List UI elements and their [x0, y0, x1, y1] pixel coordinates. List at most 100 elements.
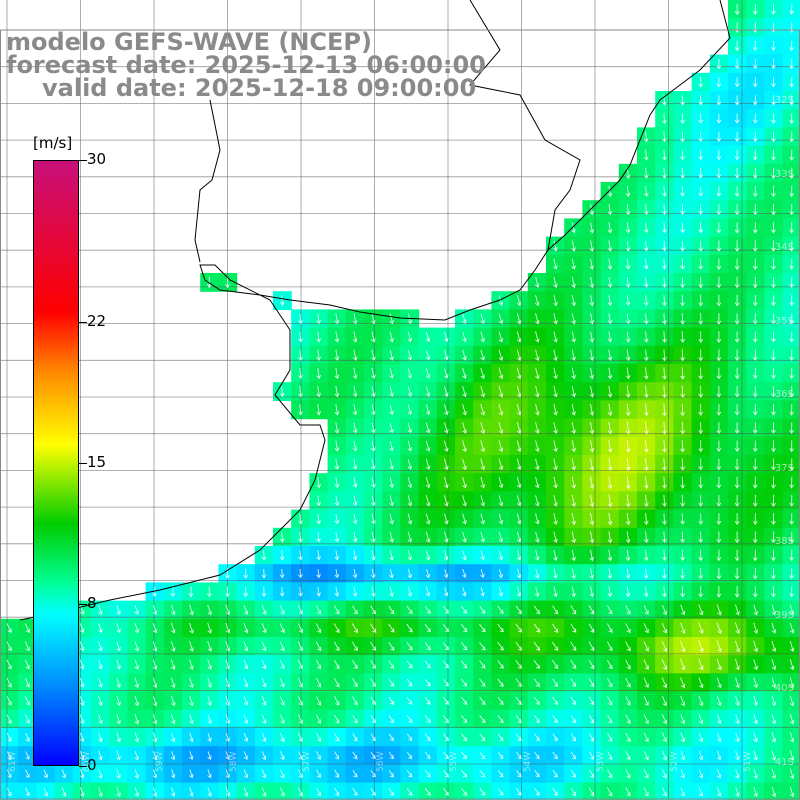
wind-arrow [643, 641, 649, 652]
wind-arrow [716, 440, 722, 453]
wind-arrow [643, 349, 649, 362]
wind-arrow [789, 349, 795, 361]
wind-arrow [462, 404, 467, 416]
wind-arrow [662, 787, 667, 797]
wind-arrow [189, 714, 194, 725]
wind-arrow [515, 641, 523, 651]
wind-arrow [444, 386, 449, 397]
wind-arrow [643, 258, 649, 270]
wind-arrow [370, 733, 376, 742]
wind-arrow [698, 131, 704, 143]
wind-arrow [662, 732, 667, 743]
wind-arrow [170, 732, 176, 743]
wind-arrow [553, 349, 558, 361]
wind-arrow [625, 769, 631, 779]
wind-arrow [225, 714, 230, 724]
wind-arrow [662, 513, 667, 525]
wind-arrow [698, 750, 704, 761]
wind-arrow [625, 659, 631, 670]
wind-arrow [625, 385, 631, 398]
wind-arrow [24, 677, 30, 688]
wind-arrow [734, 3, 740, 16]
wind-arrow [425, 404, 431, 416]
wind-arrow [24, 641, 30, 652]
wind-arrow [315, 696, 322, 706]
wind-arrow [407, 349, 413, 361]
wind-arrow [462, 569, 467, 579]
wind-arrow [607, 659, 613, 670]
wind-arrow [552, 678, 559, 687]
wind-arrow [698, 240, 704, 252]
wind-arrow [515, 715, 522, 724]
wind-cell [782, 746, 800, 765]
wind-arrow [680, 750, 685, 761]
wind-arrow [533, 605, 541, 615]
wind-arrow [698, 258, 704, 270]
wind-arrow [352, 586, 358, 597]
wind-arrow [680, 403, 685, 417]
wind-arrow [479, 788, 486, 796]
wind-cell [782, 709, 800, 729]
wind-arrow [497, 788, 504, 796]
wind-arrow [134, 786, 139, 798]
wind-arrow [698, 549, 704, 562]
wind-arrow [170, 769, 176, 779]
wind-arrow [316, 550, 321, 561]
wind-arrow [698, 186, 704, 197]
wind-arrow [371, 477, 376, 488]
wind-arrow [206, 586, 212, 598]
wind-arrow [298, 404, 303, 416]
wind-arrow [698, 294, 704, 307]
wind-arrow [752, 222, 758, 234]
wind-cell [418, 782, 438, 800]
wind-arrow [480, 458, 485, 471]
wind-arrow [497, 733, 504, 742]
wind-arrow [516, 586, 522, 597]
wind-arrow [516, 751, 522, 760]
wind-arrow [98, 786, 103, 798]
wind-cell [782, 728, 800, 747]
wind-arrow [316, 386, 322, 398]
wind-arrow [698, 769, 704, 779]
wind-arrow [424, 642, 431, 651]
wind-arrow [480, 313, 485, 325]
wind-arrow [535, 440, 540, 453]
wind-arrow [752, 204, 758, 216]
wind-arrow [607, 476, 613, 489]
wind-arrow [297, 659, 303, 670]
wind-arrow [752, 331, 758, 343]
wind-arrow [789, 513, 795, 525]
wind-arrow [771, 786, 777, 798]
wind-arrow [170, 677, 176, 689]
wind-arrow [553, 549, 558, 561]
wind-arrow [535, 349, 540, 361]
wind-cell [327, 782, 347, 800]
wind-arrow [588, 714, 595, 724]
wind-arrow [607, 385, 613, 398]
wind-arrow [789, 768, 795, 780]
wind-arrow [735, 732, 740, 743]
wind-arrow [752, 404, 758, 416]
wind-arrow [734, 131, 740, 143]
wind-arrow [771, 4, 776, 15]
wind-arrow [389, 531, 394, 543]
wind-arrow [480, 385, 485, 398]
wind-arrow [680, 313, 685, 325]
wind-arrow [771, 531, 776, 544]
wind-arrow [334, 641, 340, 652]
wind-arrow [771, 113, 776, 125]
wind-arrow [170, 751, 176, 761]
wind-cell [782, 655, 800, 674]
wind-arrow [334, 459, 340, 470]
wind-arrow [225, 604, 231, 616]
wind-arrow [662, 222, 667, 234]
wind-arrow [515, 623, 523, 633]
wind-arrow [279, 641, 285, 652]
wind-arrow [389, 349, 394, 361]
wind-arrow [207, 751, 212, 760]
latitude-label: 36S [774, 389, 794, 400]
wind-arrow [570, 678, 577, 688]
wind-arrow [352, 477, 358, 488]
wind-arrow [480, 513, 485, 525]
